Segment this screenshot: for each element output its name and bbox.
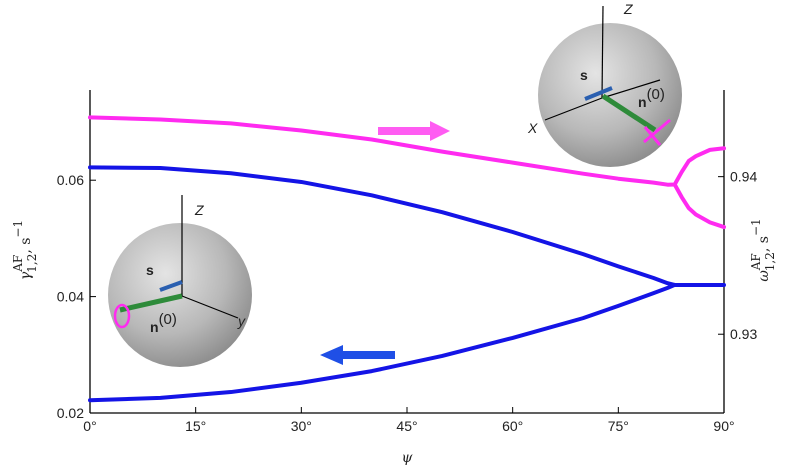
axis-label: Z bbox=[194, 202, 204, 218]
unit: , s bbox=[18, 238, 34, 254]
y2-tick-label: 0.94 bbox=[730, 169, 757, 185]
y-tick-label: 0.06 bbox=[57, 172, 84, 188]
sub: 1,2 bbox=[25, 254, 39, 273]
series-line bbox=[672, 182, 726, 230]
axis-label: y bbox=[237, 313, 246, 329]
inset-sphere: Z s n(0) y bbox=[108, 195, 252, 367]
x-tick-label: 30° bbox=[291, 418, 312, 434]
x-tick-label: 60° bbox=[502, 418, 523, 434]
direction-arrow bbox=[378, 121, 450, 141]
x-axis-label: ψ bbox=[402, 450, 414, 466]
vector-label: s bbox=[580, 67, 588, 83]
sup: AF bbox=[11, 255, 25, 273]
y2-axis-label: ωAF1,2, s−1 bbox=[749, 218, 777, 281]
vector-label: s bbox=[146, 262, 154, 278]
x-tick-label: 90° bbox=[713, 418, 734, 434]
sub: 1,2 bbox=[763, 252, 777, 271]
sup: −1 bbox=[749, 218, 763, 236]
x-tick-label: 15° bbox=[185, 418, 206, 434]
series-line bbox=[88, 282, 677, 403]
unit: , s bbox=[756, 236, 772, 252]
axis-label: Z bbox=[623, 1, 633, 17]
x-tick-label: 45° bbox=[396, 418, 417, 434]
inset-sphere: Z s n(0) X bbox=[527, 1, 682, 167]
plot bbox=[88, 115, 726, 403]
symbol: γ bbox=[18, 271, 34, 280]
direction-arrow bbox=[320, 345, 395, 365]
x-tick-label: 0° bbox=[83, 418, 96, 434]
sup: AF bbox=[749, 253, 763, 271]
y-axis-label: γAF1,2, s−1 bbox=[11, 220, 39, 280]
axis-label: X bbox=[527, 120, 538, 136]
series-line bbox=[88, 165, 726, 287]
superscript: (0) bbox=[159, 311, 177, 328]
vector-label: n(0) bbox=[150, 311, 177, 335]
series-line bbox=[88, 115, 726, 187]
y2-tick-label: 0.93 bbox=[730, 326, 757, 342]
vector-label: n bbox=[638, 94, 647, 110]
vector-label: n bbox=[150, 319, 159, 335]
y-tick-label: 0.02 bbox=[57, 405, 84, 421]
vector-label: n(0) bbox=[638, 86, 665, 110]
x-tick-label: 75° bbox=[608, 418, 629, 434]
y-tick-label: 0.04 bbox=[57, 289, 84, 305]
superscript: (0) bbox=[647, 86, 665, 103]
symbol: ω bbox=[756, 270, 772, 282]
sup: −1 bbox=[11, 220, 25, 238]
